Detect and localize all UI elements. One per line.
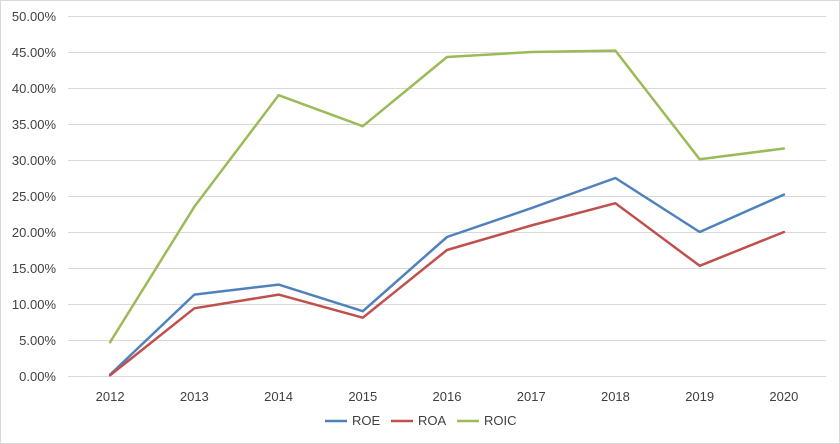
x-tick-label: 2015 xyxy=(348,389,377,404)
x-tick-label: 2013 xyxy=(180,389,209,404)
legend-item-roic: ROIC xyxy=(457,413,517,428)
y-tick-label: 0.00% xyxy=(19,369,56,384)
y-tick-label: 5.00% xyxy=(19,333,56,348)
series-line-roa xyxy=(108,201,786,377)
y-tick-label: 10.00% xyxy=(12,297,57,312)
y-tick-label: 25.00% xyxy=(12,189,57,204)
legend-label: ROE xyxy=(352,413,381,428)
x-tick-label: 2012 xyxy=(96,389,125,404)
legend-label: ROA xyxy=(418,413,447,428)
series-line-roe xyxy=(108,176,786,376)
y-tick-label: 20.00% xyxy=(12,225,57,240)
legend: ROE ROA ROIC xyxy=(325,413,517,428)
y-tick-label: 40.00% xyxy=(12,81,57,96)
y-tick-label: 45.00% xyxy=(12,45,57,60)
legend-item-roa: ROA xyxy=(391,413,447,428)
x-axis: 2012 2013 2014 2015 2016 2017 2018 2019 2020 xyxy=(96,389,799,404)
y-tick-label: 35.00% xyxy=(12,117,57,132)
y-axis: 0.00% 5.00% 10.00% 15.00% 20.00% 25.00% 30.00%… xyxy=(12,9,57,384)
y-tick-label: 30.00% xyxy=(12,153,57,168)
x-tick-label: 2014 xyxy=(264,389,293,404)
legend-item-roe: ROE xyxy=(325,413,381,428)
x-tick-label: 2018 xyxy=(601,389,630,404)
series-line-roic xyxy=(108,49,786,344)
x-tick-label: 2019 xyxy=(685,389,714,404)
series-lines xyxy=(108,49,786,377)
x-tick-label: 2017 xyxy=(517,389,546,404)
x-tick-label: 2016 xyxy=(433,389,462,404)
legend-label: ROIC xyxy=(484,413,517,428)
y-tick-label: 15.00% xyxy=(12,261,57,276)
x-tick-label: 2020 xyxy=(769,389,798,404)
y-tick-label: 50.00% xyxy=(12,9,57,24)
gridlines xyxy=(68,16,826,377)
